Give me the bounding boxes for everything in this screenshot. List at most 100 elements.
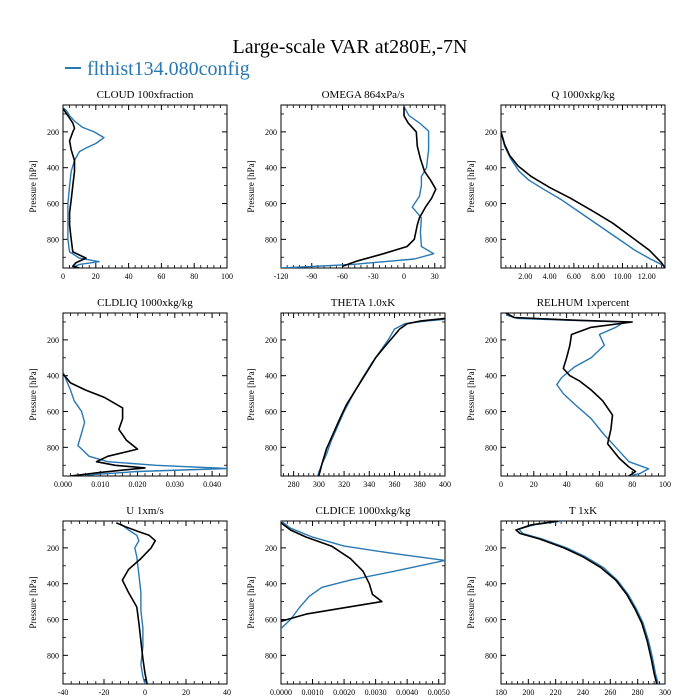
y-tick-label: 800 — [47, 443, 59, 452]
y-tick-label: 200 — [265, 128, 277, 137]
series-line-blue — [63, 371, 227, 476]
y-tick-label: 200 — [485, 544, 497, 553]
x-tick-label: -90 — [306, 272, 317, 281]
y-tick-label: 200 — [485, 336, 497, 345]
series-line-black — [515, 521, 658, 684]
y-tick-label: 400 — [265, 372, 277, 381]
x-tick-label: 300 — [313, 480, 325, 489]
x-tick-label: 20 — [92, 272, 100, 281]
series-line-black — [342, 106, 437, 267]
y-tick-label: 200 — [265, 336, 277, 345]
series-line-blue — [281, 106, 435, 268]
x-tick-label: 0.020 — [129, 480, 147, 489]
subplot-5: THETA 1.0xK Pressure [hPa] 200 400 600 800 280… — [246, 297, 451, 489]
x-tick-label: 40 — [125, 272, 133, 281]
x-tick-label: 180 — [495, 688, 507, 697]
y-tick-label: 400 — [485, 164, 497, 173]
x-tick-label: 240 — [577, 688, 589, 697]
y-tick-label: 200 — [47, 336, 59, 345]
x-tick-label: 60 — [157, 272, 165, 281]
x-tick-label: 80 — [628, 480, 636, 489]
plot-frame — [500, 520, 666, 685]
y-tick-label: 600 — [47, 408, 59, 417]
x-tick-label: 0.0020 — [333, 688, 355, 697]
plot-frame — [62, 104, 228, 269]
x-tick-label: 200 — [522, 688, 534, 697]
y-tick-label: 800 — [265, 651, 277, 660]
y-tick-label: 200 — [265, 544, 277, 553]
x-tick-label: 0.0010 — [302, 688, 324, 697]
y-tick-label: 400 — [485, 372, 497, 381]
x-tick-label: 0.040 — [203, 480, 221, 489]
x-tick-label: 0.030 — [166, 480, 184, 489]
x-tick-label: 400 — [439, 480, 451, 489]
series-line-black — [318, 317, 445, 476]
y-tick-label: 600 — [265, 616, 277, 625]
subplot-title: Q 1000xkg/kg — [551, 89, 615, 101]
y-tick-label: 600 — [265, 408, 277, 417]
y-tick-label: 800 — [265, 235, 277, 244]
x-tick-label: 0 — [143, 688, 147, 697]
y-axis-label: Pressure [hPa] — [466, 576, 476, 628]
x-tick-label: 6.00 — [567, 272, 581, 281]
legend-label: flthist134.080config — [87, 58, 250, 80]
series-line-black — [281, 522, 383, 623]
x-tick-label: -40 — [58, 688, 69, 697]
x-tick-label: -20 — [99, 688, 110, 697]
x-tick-label: 60 — [595, 480, 603, 489]
y-tick-label: 200 — [485, 128, 497, 137]
subplot-8: CLDICE 1000xkg/kg Pressure [hPa] 200 400 600… — [246, 505, 450, 697]
x-tick-label: -30 — [368, 272, 379, 281]
y-tick-label: 400 — [47, 164, 59, 173]
plot-frame — [280, 312, 446, 477]
y-tick-label: 600 — [47, 616, 59, 625]
y-tick-label: 800 — [265, 443, 277, 452]
legend-line-icon — [65, 67, 81, 70]
x-tick-label: 280 — [632, 688, 644, 697]
plot-frame — [62, 520, 228, 685]
x-tick-label: 300 — [659, 688, 671, 697]
y-axis-label: Pressure [hPa] — [246, 576, 256, 628]
series-line-black — [501, 131, 665, 268]
subplot-title: RELHUM 1xpercent — [537, 297, 630, 309]
series-line-black — [63, 108, 87, 268]
y-tick-label: 800 — [47, 235, 59, 244]
x-tick-label: 0 — [402, 272, 406, 281]
x-tick-label: 40 — [563, 480, 571, 489]
y-axis-label: Pressure [hPa] — [246, 368, 256, 420]
series-line-blue — [501, 131, 665, 267]
figure-title: Large-scale VAR at280E,-7N — [232, 36, 468, 58]
y-axis-label: Pressure [hPa] — [466, 368, 476, 420]
series-line-black — [115, 522, 157, 684]
plot-frame — [500, 104, 666, 269]
series-line-blue — [281, 521, 445, 630]
x-tick-label: 260 — [604, 688, 616, 697]
series-line-blue — [119, 523, 146, 684]
series-line-black — [505, 313, 637, 476]
x-tick-label: 100 — [659, 480, 671, 489]
plot-frame — [500, 312, 666, 477]
x-tick-label: 0.000 — [54, 480, 72, 489]
series-line-blue — [63, 107, 105, 268]
subplot-title: CLDLIQ 1000xkg/kg — [97, 297, 193, 309]
x-tick-label: 0 — [61, 272, 65, 281]
y-tick-label: 600 — [485, 616, 497, 625]
y-axis-label: Pressure [hPa] — [28, 368, 38, 420]
y-tick-label: 800 — [485, 443, 497, 452]
y-tick-label: 800 — [485, 235, 497, 244]
x-tick-label: 40 — [223, 688, 231, 697]
y-tick-label: 400 — [265, 164, 277, 173]
y-axis-label: Pressure [hPa] — [28, 576, 38, 628]
plot-frame — [280, 104, 446, 269]
y-axis-label: Pressure [hPa] — [28, 160, 38, 212]
y-tick-label: 200 — [47, 544, 59, 553]
x-tick-label: -120 — [274, 272, 289, 281]
x-tick-label: 80 — [190, 272, 198, 281]
y-tick-label: 200 — [47, 128, 59, 137]
plot-frame — [62, 312, 228, 477]
y-tick-label: 400 — [47, 580, 59, 589]
y-tick-label: 600 — [485, 200, 497, 209]
subplot-3: Q 1000xkg/kg Pressure [hPa] 200 400 600 800 2.… — [466, 89, 666, 281]
